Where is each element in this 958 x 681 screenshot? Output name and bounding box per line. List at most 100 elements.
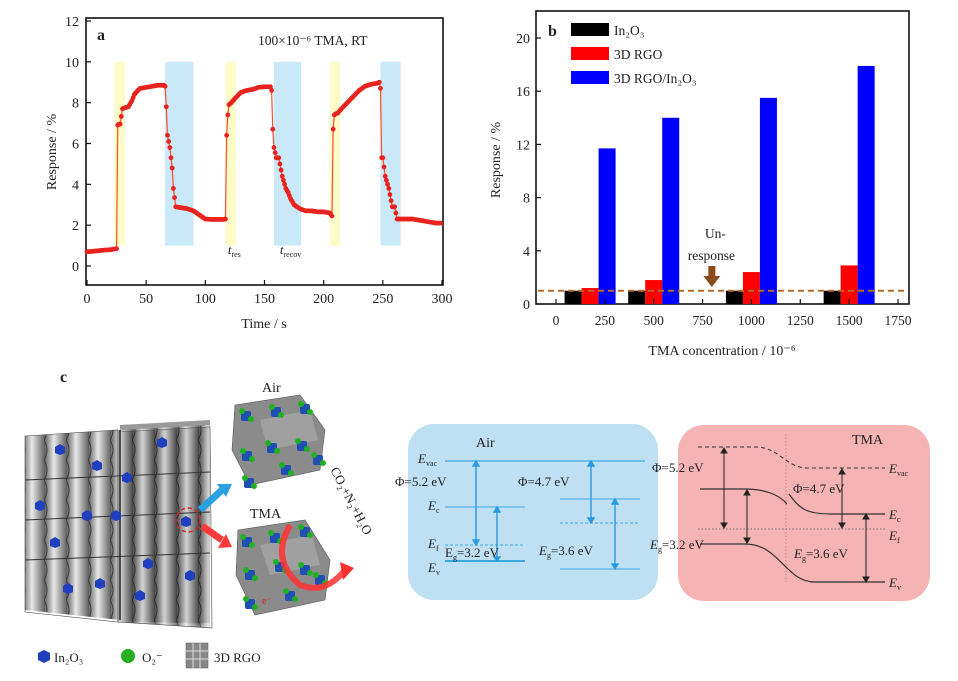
legend-swatch [571, 71, 609, 84]
sphere-icon [292, 596, 298, 602]
chart-b: 0 250 500 750 1000 1250 1500 1750 0 4 8 12 16 20 In₂… [489, 10, 912, 359]
sphere-icon [249, 456, 255, 462]
bar-0 [564, 290, 582, 304]
air-sheet [231, 394, 326, 486]
cube-icon [38, 650, 50, 663]
cube-icon [95, 578, 105, 589]
data-point [170, 186, 176, 191]
arrow-to-tma [199, 523, 225, 543]
cube-icon [55, 444, 65, 455]
y-tick-label: 16 [516, 85, 530, 100]
data-point [380, 155, 386, 161]
data-point [165, 132, 170, 138]
tma-eg1: Eg=3.2 eV [649, 537, 705, 554]
electron-label: e⁻ [262, 596, 272, 607]
legend-o2: O₂⁻ [142, 650, 163, 665]
response-region [114, 61, 125, 246]
x-tick-label: 250 [372, 292, 393, 307]
air-ef-label: Ef [427, 536, 439, 553]
response-region [225, 61, 237, 246]
bar-0 [823, 290, 841, 304]
x-tick-label: 50 [139, 292, 153, 307]
x-ticks-b: 0 250 500 750 1000 1250 1500 1750 [553, 299, 912, 328]
data-point [277, 161, 283, 167]
sphere-icon [268, 530, 274, 536]
sphere-icon [307, 570, 313, 576]
legend-swatch [571, 47, 609, 60]
reaction-arrow-head [340, 562, 354, 580]
bar-1 [645, 280, 663, 304]
y-tick-label: 0 [72, 260, 79, 275]
sphere-icon [288, 470, 294, 476]
sphere-icon [278, 412, 284, 418]
legend-b: In₂O₃ 3D RGO 3D RGO/In₂O₃ [571, 23, 697, 86]
sphere-icon [273, 559, 279, 565]
data-point [117, 121, 123, 127]
x-ticks-a: 0 50 100 150 200 250 300 [84, 280, 453, 307]
data-point [387, 192, 393, 197]
cube-icon [63, 583, 73, 594]
cube-icon [157, 437, 167, 448]
data-point [381, 164, 387, 170]
sphere-icon [121, 649, 135, 663]
sphere-icon [243, 596, 249, 602]
x-tick-label: 100 [195, 292, 216, 307]
air-label: Air [262, 381, 281, 396]
cube-icon [82, 510, 92, 521]
data-point [271, 145, 277, 150]
rgo-cube-icon [185, 642, 209, 669]
data-point [329, 213, 335, 219]
tma-ef-label: Ef [888, 528, 900, 545]
x-tick-label: 1500 [836, 313, 863, 328]
sphere-icon [269, 404, 275, 410]
x-tick-label: 250 [595, 313, 616, 328]
data-point [282, 181, 288, 187]
y-ticks-b: 0 4 8 12 16 20 [516, 32, 541, 313]
air-ec-label: Ec [427, 498, 440, 515]
sphere-icon [298, 562, 304, 568]
air-phi2: Φ=4.7 eV [518, 474, 570, 489]
air-ev-label: Ev [427, 560, 440, 577]
sphere-icon [295, 438, 301, 444]
tma-particles [240, 524, 328, 610]
arrow-to-air [197, 487, 225, 513]
y-tick-label: 2 [72, 219, 79, 234]
sphere-icon [298, 524, 304, 530]
bar-2 [857, 65, 875, 305]
cube-icon [143, 558, 153, 569]
data-point [225, 112, 231, 118]
panel-label-c: c [60, 369, 67, 386]
panel-label-b: b [548, 23, 557, 40]
cube-icon [181, 516, 191, 527]
data-point [167, 145, 173, 150]
data-point [388, 198, 394, 204]
tma-band-background [678, 425, 930, 601]
tma-eg2: Eg=3.6 eV [793, 546, 849, 563]
schematic-legend: In₂O₃ O₂⁻ 3D RGO [38, 642, 261, 669]
sphere-icon [307, 532, 313, 538]
data-point [276, 155, 282, 161]
data-point [385, 181, 390, 187]
x-tick-label: 750 [692, 313, 713, 328]
data-point [330, 126, 336, 132]
data-point [392, 204, 398, 210]
bar-1 [742, 272, 760, 304]
cube-icon [122, 472, 132, 483]
tma-phi2: Φ=4.7 eV [793, 481, 845, 496]
recovery-region [165, 61, 194, 246]
schematic-c: c [24, 369, 376, 669]
data-point [268, 84, 273, 90]
annotation-line1: Un- [705, 226, 726, 241]
data-point [114, 246, 119, 252]
sphere-icon [239, 408, 245, 414]
sphere-icon [283, 588, 289, 594]
plot-frame-b [535, 10, 910, 305]
data-point [224, 132, 230, 138]
cube-icon [50, 537, 60, 548]
sphere-icon [248, 416, 254, 422]
arrow-head-air [217, 484, 232, 497]
cube-icon [92, 460, 102, 471]
sphere-icon [313, 572, 319, 578]
sphere-icon [252, 575, 258, 581]
